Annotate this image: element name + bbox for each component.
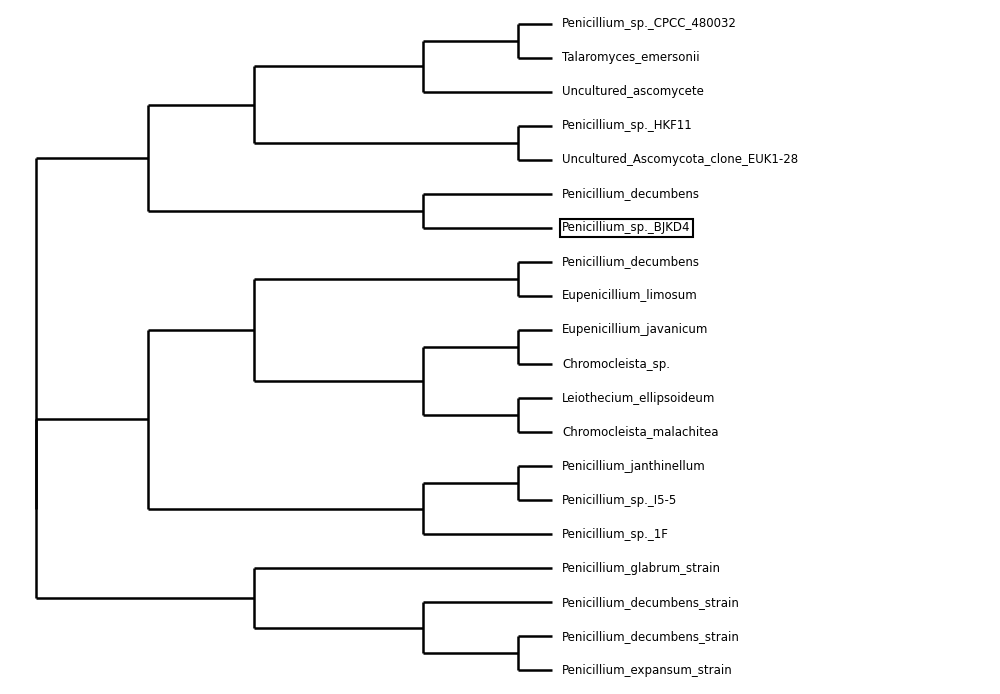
Text: Leiothecium_ellipsoideum: Leiothecium_ellipsoideum [562, 391, 715, 405]
Text: Chromocleista_sp.: Chromocleista_sp. [562, 357, 670, 371]
Text: Penicillium_decumbens: Penicillium_decumbens [562, 187, 700, 201]
Text: Penicillium_sp._HKF11: Penicillium_sp._HKF11 [562, 119, 693, 133]
Text: Uncultured_Ascomycota_clone_EUK1-28: Uncultured_Ascomycota_clone_EUK1-28 [562, 153, 798, 167]
Text: Penicillium_sp._I5-5: Penicillium_sp._I5-5 [562, 493, 677, 507]
Text: Penicillium_sp._CPCC_480032: Penicillium_sp._CPCC_480032 [562, 17, 737, 31]
Text: Penicillium_glabrum_strain: Penicillium_glabrum_strain [562, 561, 721, 575]
Text: Talaromyces_emersonii: Talaromyces_emersonii [562, 51, 700, 65]
Text: Penicillium_expansum_strain: Penicillium_expansum_strain [562, 663, 733, 677]
Text: Penicillium_janthinellum: Penicillium_janthinellum [562, 459, 706, 473]
Text: Chromocleista_malachitea: Chromocleista_malachitea [562, 425, 718, 439]
Text: Uncultured_ascomycete: Uncultured_ascomycete [562, 85, 704, 99]
Text: Penicillium_sp._1F: Penicillium_sp._1F [562, 527, 669, 541]
Text: Penicillium_decumbens: Penicillium_decumbens [562, 255, 700, 269]
Text: Penicillium_decumbens_strain: Penicillium_decumbens_strain [562, 595, 740, 609]
Text: Penicillium_sp._BJKD4: Penicillium_sp._BJKD4 [562, 221, 690, 235]
Text: Eupenicillium_limosum: Eupenicillium_limosum [562, 289, 698, 303]
Text: Eupenicillium_javanicum: Eupenicillium_javanicum [562, 323, 708, 337]
Text: Penicillium_decumbens_strain: Penicillium_decumbens_strain [562, 629, 740, 643]
